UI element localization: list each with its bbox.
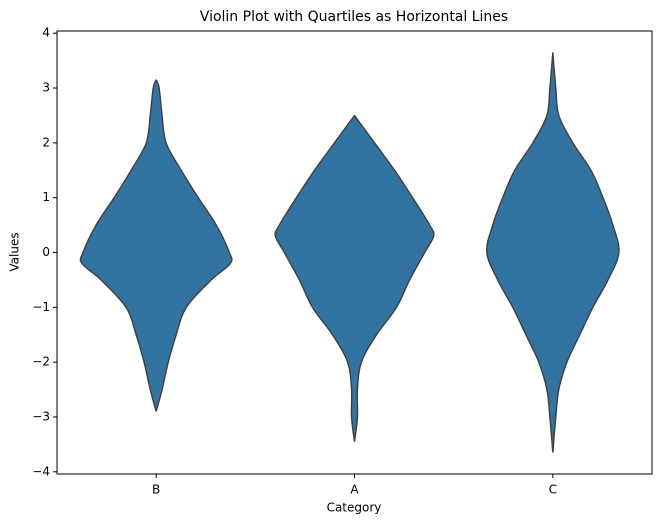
x-tick-label: C bbox=[549, 483, 557, 497]
y-tick-label: −3 bbox=[32, 409, 50, 423]
violin-outline-right bbox=[155, 79, 233, 412]
y-tick-label: 2 bbox=[42, 135, 50, 149]
y-axis-label: Values bbox=[8, 232, 22, 271]
chart-title: Violin Plot with Quartiles as Horizontal… bbox=[200, 9, 508, 25]
x-tick-label: A bbox=[350, 483, 359, 497]
violin-body bbox=[486, 52, 619, 453]
y-tick-label: 0 bbox=[42, 245, 50, 259]
violin-body bbox=[275, 115, 434, 442]
x-tick-label: B bbox=[152, 483, 160, 497]
violin-outline-left bbox=[485, 52, 554, 453]
y-tick-label: −2 bbox=[32, 355, 50, 369]
y-tick-label: −4 bbox=[32, 464, 50, 478]
y-tick-label: 3 bbox=[42, 81, 50, 95]
violin-outline-left bbox=[79, 79, 157, 412]
violin-body bbox=[80, 79, 232, 412]
violin-outline-right bbox=[552, 52, 620, 453]
y-tick-label: 1 bbox=[42, 190, 50, 204]
y-tick-label: 4 bbox=[42, 26, 50, 40]
violin-outline-right bbox=[353, 115, 435, 442]
y-tick-label: −1 bbox=[32, 300, 50, 314]
violin-outline-left bbox=[274, 115, 356, 442]
plot-frame bbox=[56, 30, 653, 475]
x-axis-label: Category bbox=[327, 501, 382, 515]
